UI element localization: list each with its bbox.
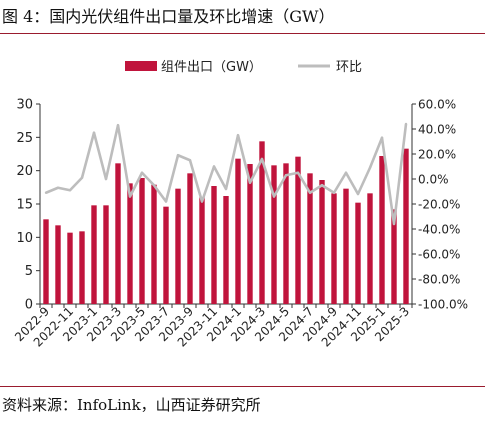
bar-2023-1 — [91, 205, 97, 304]
bar-2024-7 — [307, 173, 313, 304]
bar-2023-12 — [223, 196, 229, 304]
right-axis-tick-label: 0.0% — [418, 173, 449, 187]
bar-2025-3 — [403, 148, 409, 304]
x-axis-tick-labels: 2022-92022-112023-12023-32023-52023-7202… — [12, 304, 412, 349]
right-axis-tick-label: -100.0% — [418, 298, 468, 312]
source-rule — [0, 386, 485, 387]
line-point-2024-9 — [332, 191, 336, 194]
line-point-2023-5 — [140, 171, 144, 174]
line-point-2025-1 — [380, 136, 384, 139]
bar-2023-9 — [187, 173, 193, 304]
bar-2023-3 — [115, 163, 121, 304]
left-axis-tick-label: 10 — [16, 231, 33, 246]
line-point-2024-2 — [248, 181, 252, 184]
figure-title: 图 4：国内光伏组件出口量及环比增速（GW） — [2, 7, 335, 26]
line-point-2023-11 — [212, 165, 216, 168]
left-axis-tick-label: 15 — [16, 198, 33, 213]
line-point-2023-10 — [200, 200, 204, 203]
title-rule — [0, 33, 485, 34]
bar-2025-1 — [379, 156, 385, 304]
line-point-2023-7 — [164, 200, 168, 203]
bar-2023-10 — [199, 197, 205, 304]
bar-2023-7 — [163, 206, 169, 304]
chart-container: 组件出口（GW） 环比 0 5 10 15 20 25 30 60.0% 40.0% 20.0% 0… — [0, 34, 485, 386]
line-point-2024-12 — [368, 166, 372, 169]
bar-2024-11 — [355, 202, 361, 304]
line-point-2024-10 — [344, 171, 348, 174]
line-point-2022-10 — [56, 186, 60, 189]
legend-line-label: 环比 — [336, 60, 362, 75]
bar-2023-6 — [151, 184, 157, 304]
line-point-2023-3 — [116, 124, 120, 127]
bar-2024-4 — [271, 165, 277, 304]
bar-2024-3 — [259, 141, 265, 304]
line-point-2023-4 — [128, 195, 132, 198]
line-point-2023-12 — [224, 187, 228, 191]
bar-2022-9 — [43, 219, 49, 304]
source-note: 资料来源：InfoLink，山西证券研究所 — [2, 396, 261, 414]
line-point-2025-3 — [404, 122, 408, 126]
left-axis-tick-label: 30 — [16, 98, 33, 113]
bar-2023-8 — [175, 188, 181, 304]
line-point-2023-2 — [104, 177, 108, 181]
bar-2023-5 — [139, 178, 145, 304]
bar-2024-1 — [235, 158, 241, 304]
bar-2024-9 — [331, 193, 337, 304]
line-point-2022-9 — [44, 191, 48, 194]
chart-axes: 0 5 10 15 20 25 30 60.0% 40.0% 20.0% 0.0% -20.0% -40… — [16, 98, 468, 313]
left-axis-tick-label: 25 — [16, 131, 33, 146]
line-point-2023-6 — [152, 184, 156, 187]
bar-2023-4 — [127, 183, 133, 304]
bar-2024-12 — [367, 193, 373, 304]
bar-2023-11 — [211, 186, 217, 304]
line-point-2022-11 — [68, 189, 72, 192]
line-point-2022-12 — [80, 176, 84, 179]
chart-legend: 组件出口（GW） 环比 — [125, 60, 362, 75]
line-series-mom-growth — [44, 122, 408, 226]
bar-2024-6 — [295, 156, 301, 304]
line-point-2024-8 — [320, 184, 324, 187]
line-point-2024-4 — [272, 195, 276, 198]
line-point-2024-7 — [308, 191, 312, 194]
right-axis-tick-label: 20.0% — [418, 148, 456, 162]
right-axis-tick-label: 40.0% — [418, 123, 456, 137]
line-point-2023-8 — [176, 154, 180, 157]
bar-2025-2 — [391, 209, 397, 304]
bar-series-export-volume — [43, 141, 409, 304]
right-axis-tick-label: -80.0% — [418, 273, 460, 287]
left-axis-tick-label: 0 — [25, 298, 33, 313]
line-point-2024-3 — [260, 157, 264, 161]
bar-2024-10 — [343, 188, 349, 304]
bar-2023-2 — [103, 205, 109, 304]
legend-bar-swatch — [125, 61, 157, 71]
bar-2024-5 — [283, 163, 289, 304]
line-point-2023-9 — [188, 159, 192, 162]
legend-bar-label: 组件出口（GW） — [161, 60, 262, 75]
right-axis-tick-label: -40.0% — [418, 223, 460, 237]
bar-2024-8 — [319, 180, 325, 304]
left-axis-tick-label: 20 — [16, 164, 33, 179]
line-point-2023-1 — [92, 131, 96, 134]
right-axis-tick-label: -20.0% — [418, 198, 460, 212]
line-point-2024-1 — [236, 134, 240, 137]
bar-2022-12 — [79, 231, 85, 304]
bar-2022-10 — [55, 225, 61, 304]
right-axis-tick-label: 60.0% — [418, 98, 456, 112]
line-point-2024-5 — [284, 174, 288, 177]
line-point-2025-2 — [392, 222, 396, 226]
line-point-2024-6 — [296, 171, 300, 174]
right-axis-tick-label: -60.0% — [418, 248, 460, 262]
bar-2022-11 — [67, 232, 73, 304]
left-axis-tick-label: 5 — [25, 264, 33, 279]
bar-2024-2 — [247, 164, 253, 304]
line-point-2024-11 — [356, 192, 360, 196]
